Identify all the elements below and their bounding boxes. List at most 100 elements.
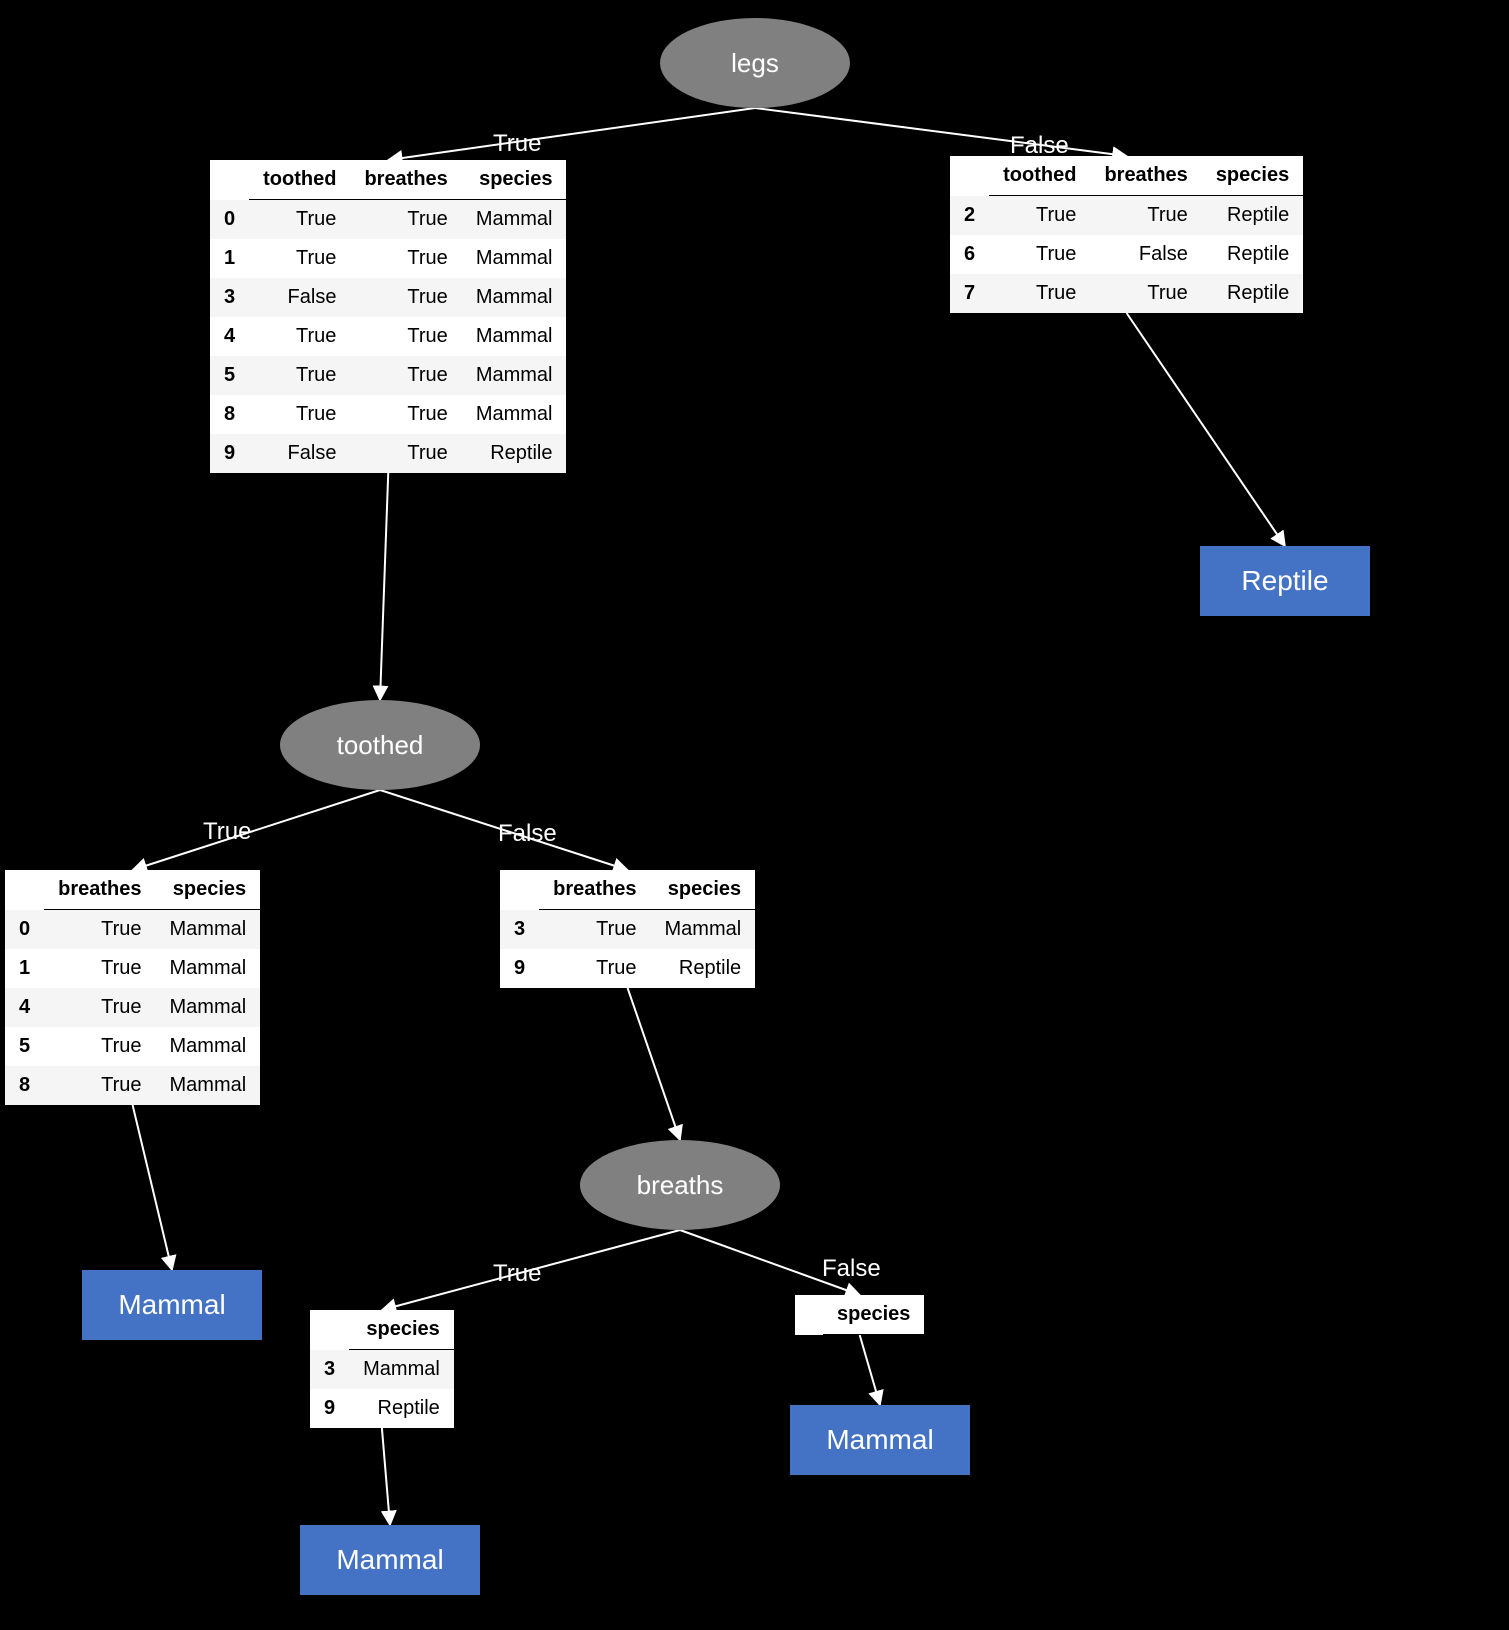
node-legs-label: legs xyxy=(731,48,779,79)
table-col-header: breathes xyxy=(539,870,650,910)
table-row-index: 9 xyxy=(210,434,249,473)
node-toothed-label: toothed xyxy=(337,730,424,761)
table-cell: True xyxy=(989,235,1090,274)
table-cell: Reptile xyxy=(349,1389,454,1428)
table-cell: True xyxy=(249,356,350,395)
edge-label: True xyxy=(203,818,251,846)
table-cell: Reptile xyxy=(1202,235,1303,274)
table-row-index: 6 xyxy=(950,235,989,274)
table-row: 2TrueTrueReptile xyxy=(950,196,1303,236)
table-cell: Mammal xyxy=(156,949,261,988)
table-row-index: 0 xyxy=(5,910,44,950)
table-row: 1TrueMammal xyxy=(5,949,260,988)
table-row-index: 2 xyxy=(950,196,989,236)
table-cell: Mammal xyxy=(462,200,567,240)
table-row-index: 4 xyxy=(5,988,44,1027)
table-cell: Mammal xyxy=(156,1066,261,1105)
table-cell: False xyxy=(249,278,350,317)
table-cell: True xyxy=(249,239,350,278)
table-row-index: 3 xyxy=(500,910,539,950)
table-row-index: 3 xyxy=(310,1350,349,1390)
table-cell: Mammal xyxy=(156,1027,261,1066)
table-cell: True xyxy=(249,395,350,434)
table-cell: True xyxy=(350,278,461,317)
table-row-index: 3 xyxy=(210,278,249,317)
table-cell: True xyxy=(44,1027,155,1066)
table-row: 0TrueTrueMammal xyxy=(210,200,566,240)
table-cell: Reptile xyxy=(1202,274,1303,313)
table-cell: True xyxy=(350,317,461,356)
table-cell: True xyxy=(989,196,1090,236)
table-table_bot_right: species xyxy=(795,1295,924,1335)
node-legs: legs xyxy=(660,18,850,108)
table-row: 4TrueMammal xyxy=(5,988,260,1027)
leaf-reptile: Reptile xyxy=(1200,546,1370,616)
table-row-index: 1 xyxy=(210,239,249,278)
table-col-header: toothed xyxy=(989,156,1090,196)
table-row: 0TrueMammal xyxy=(5,910,260,950)
table-cell: True xyxy=(1090,196,1201,236)
node-breaths-label: breaths xyxy=(637,1170,724,1201)
table-row: 5TrueMammal xyxy=(5,1027,260,1066)
node-breaths: breaths xyxy=(580,1140,780,1230)
table-row-index: 9 xyxy=(310,1389,349,1428)
table-cell: Mammal xyxy=(462,395,567,434)
diagram-canvas: legs toothed breaths Reptile Mammal Mamm… xyxy=(0,0,1509,1630)
table-table_bot_left: species3Mammal9Reptile xyxy=(310,1310,454,1428)
table-row: 3TrueMammal xyxy=(500,910,755,950)
table-cell: False xyxy=(249,434,350,473)
table-cell: True xyxy=(1090,274,1201,313)
table-row: 1TrueTrueMammal xyxy=(210,239,566,278)
table-table_left_top: toothedbreathesspecies0TrueTrueMammal1Tr… xyxy=(210,160,566,473)
table-cell: Mammal xyxy=(462,317,567,356)
table-cell: True xyxy=(350,434,461,473)
leaf-mammal-1-label: Mammal xyxy=(118,1289,225,1321)
table-row-index: 8 xyxy=(210,395,249,434)
table-row: 6TrueFalseReptile xyxy=(950,235,1303,274)
edge-label: False xyxy=(498,820,557,848)
table-row-index: 0 xyxy=(210,200,249,240)
edge-label: True xyxy=(493,1260,541,1288)
table-row: 9FalseTrueReptile xyxy=(210,434,566,473)
table-cell: True xyxy=(989,274,1090,313)
table-row: 3FalseTrueMammal xyxy=(210,278,566,317)
leaf-mammal-2: Mammal xyxy=(300,1525,480,1595)
table-row: 8TrueTrueMammal xyxy=(210,395,566,434)
leaf-mammal-1: Mammal xyxy=(82,1270,262,1340)
table-col-header: species xyxy=(349,1310,454,1350)
table-cell: Mammal xyxy=(462,239,567,278)
table-row: 8TrueMammal xyxy=(5,1066,260,1105)
table-row-index: 5 xyxy=(5,1027,44,1066)
edge-label: True xyxy=(493,130,541,158)
table-cell: Mammal xyxy=(462,278,567,317)
table-table_right_mid: breathesspecies3TrueMammal9TrueReptile xyxy=(500,870,755,988)
table-cell: Mammal xyxy=(462,356,567,395)
table-row-index: 9 xyxy=(500,949,539,988)
table-table_left_mid: breathesspecies0TrueMammal1TrueMammal4Tr… xyxy=(5,870,260,1105)
table-col-header: toothed xyxy=(249,160,350,200)
table-cell: Mammal xyxy=(651,910,756,950)
table-col-header: breathes xyxy=(350,160,461,200)
table-row: 3Mammal xyxy=(310,1350,454,1390)
leaf-mammal-3-label: Mammal xyxy=(826,1424,933,1456)
table-col-header: species xyxy=(651,870,756,910)
table-row-index: 4 xyxy=(210,317,249,356)
table-cell: True xyxy=(44,988,155,1027)
table-cell: Mammal xyxy=(156,910,261,950)
table-row-index: 7 xyxy=(950,274,989,313)
table-cell: True xyxy=(44,949,155,988)
table-cell: True xyxy=(350,200,461,240)
table-cell: True xyxy=(539,949,650,988)
table-row: 4TrueTrueMammal xyxy=(210,317,566,356)
table-row: 7TrueTrueReptile xyxy=(950,274,1303,313)
table-cell: True xyxy=(44,1066,155,1105)
table-cell: Reptile xyxy=(1202,196,1303,236)
table-col-header: breathes xyxy=(1090,156,1201,196)
table-cell: False xyxy=(1090,235,1201,274)
table-cell: True xyxy=(350,395,461,434)
table-row: 5TrueTrueMammal xyxy=(210,356,566,395)
table-cell: True xyxy=(44,910,155,950)
table-table_right_top: toothedbreathesspecies2TrueTrueReptile6T… xyxy=(950,156,1303,313)
table-cell: True xyxy=(539,910,650,950)
table-cell: Mammal xyxy=(349,1350,454,1390)
